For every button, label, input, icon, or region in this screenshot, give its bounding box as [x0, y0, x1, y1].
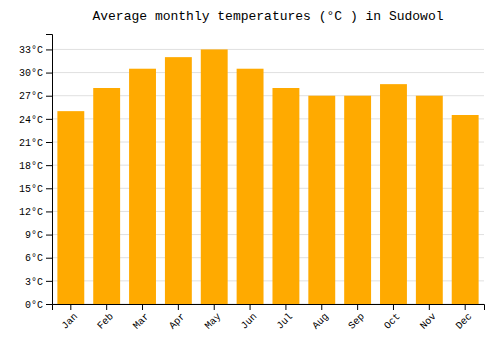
y-tick-label: 33°C: [19, 45, 43, 56]
x-tick-label: Jan: [59, 311, 80, 332]
y-tick: 9°C: [25, 230, 52, 241]
y-tick-label: 18°C: [19, 161, 43, 172]
y-tick: 0°C: [25, 300, 52, 311]
x-tick-mark: [178, 304, 179, 310]
plot: 0°C 3°C 6°C 9°C 12°C 15°C 18°C 21°C 24°C 27°C 30°C…: [19, 35, 485, 332]
y-tick: 3°C: [25, 277, 52, 288]
y-tick-mark: [46, 258, 52, 259]
y-tick-label: 24°C: [19, 115, 43, 126]
bar: [272, 88, 299, 304]
x-tick-mark: [142, 304, 143, 310]
x-tick-mark: [321, 304, 322, 310]
y-tick-label: 0°C: [25, 300, 43, 311]
x-tick-label: Mar: [131, 311, 152, 332]
x-tick: Apr: [167, 304, 188, 332]
x-tick: Jul: [275, 304, 296, 332]
x-tick: Jun: [239, 304, 260, 332]
x-tick: Sep: [346, 304, 367, 332]
x-tick-mark: [393, 304, 394, 310]
x-tick-label: Jun: [239, 311, 260, 332]
x-tick-mark: [250, 304, 251, 310]
grid: [52, 49, 484, 304]
y-tick: 21°C: [19, 138, 52, 149]
bar: [380, 84, 407, 304]
x-tick-label: Apr: [167, 311, 188, 332]
y-tick-mark: [46, 49, 52, 50]
y-tick-label: 12°C: [19, 207, 43, 218]
y-tick: 12°C: [19, 207, 52, 218]
y-tick: 27°C: [19, 91, 52, 102]
x-tick-mark: [70, 304, 71, 310]
y-tick: 15°C: [19, 184, 52, 195]
x-tick-label: Feb: [95, 311, 116, 332]
x-tick-mark: [214, 304, 215, 310]
y-tick-label: 15°C: [19, 184, 43, 195]
grid-line: [52, 49, 484, 50]
x-tick-mark: [465, 304, 466, 310]
y-tick-label: 27°C: [19, 91, 43, 102]
bar: [308, 96, 335, 304]
bar: [93, 88, 120, 304]
x-tick-label: Nov: [418, 311, 439, 332]
y-tick-mark: [46, 96, 52, 97]
y-tick-label: 30°C: [19, 68, 43, 79]
x-axis: Jan Feb Mar Apr May Jun Jul Aug Sep Oct Nov Dec: [53, 304, 485, 332]
y-tick-label: 3°C: [25, 277, 43, 288]
bar: [344, 96, 371, 304]
x-tick: Aug: [310, 304, 331, 332]
x-tick: Jan: [59, 304, 80, 332]
y-tick-mark: [46, 142, 52, 143]
x-tick-mark: [106, 304, 107, 310]
bar: [129, 69, 156, 304]
title: Average monthly temperatures (°C ) in Su…: [92, 9, 443, 24]
y-tick-mark: [46, 165, 52, 166]
x-tick: Oct: [382, 304, 403, 332]
y-tick: 30°C: [19, 68, 52, 79]
x-tick-label: Sep: [346, 311, 367, 332]
chart: 0°C 3°C 6°C 9°C 12°C 15°C 18°C 21°C 24°C 27°C 30°C…: [0, 0, 500, 350]
x-tick: Mar: [131, 304, 152, 332]
y-axis: 0°C 3°C 6°C 9°C 12°C 15°C 18°C 21°C 24°C 27°C 30°C…: [19, 35, 53, 311]
x-tick-mark: [357, 304, 358, 310]
x-tick: May: [203, 304, 224, 332]
bar: [201, 49, 228, 304]
x-tick: Dec: [454, 304, 475, 332]
x-tick-label: Oct: [382, 311, 403, 332]
y-tick: 6°C: [25, 253, 52, 264]
y-tick-label: 21°C: [19, 138, 43, 149]
y-axis-line: [46, 35, 53, 305]
y-tick-mark: [46, 211, 52, 212]
y-tick-label: 9°C: [25, 230, 43, 241]
bar: [452, 115, 479, 304]
x-tick-mark: [285, 304, 286, 310]
y-tick-mark: [46, 73, 52, 74]
bar: [57, 111, 84, 304]
y-tick-label: 6°C: [25, 253, 43, 264]
y-tick-mark: [46, 281, 52, 282]
y-tick-mark: [46, 188, 52, 189]
grid-line: [52, 72, 484, 73]
x-tick-mark: [429, 304, 430, 310]
y-tick-mark: [46, 235, 52, 236]
y-tick-mark: [46, 119, 52, 120]
bar: [237, 69, 264, 304]
y-tick: 24°C: [19, 115, 52, 126]
x-axis-line: [53, 305, 485, 311]
y-tick: 33°C: [19, 45, 52, 56]
y-tick: 18°C: [19, 161, 52, 172]
x-tick: Nov: [418, 304, 439, 332]
bar: [416, 96, 443, 304]
x-tick-label: Dec: [454, 311, 475, 332]
x-tick: Feb: [95, 304, 116, 332]
x-tick-label: May: [203, 311, 224, 332]
x-tick-label: Aug: [310, 311, 331, 332]
bar: [165, 57, 192, 304]
y-tick-mark: [46, 304, 52, 305]
x-tick-label: Jul: [275, 311, 296, 332]
bars: [57, 49, 478, 304]
